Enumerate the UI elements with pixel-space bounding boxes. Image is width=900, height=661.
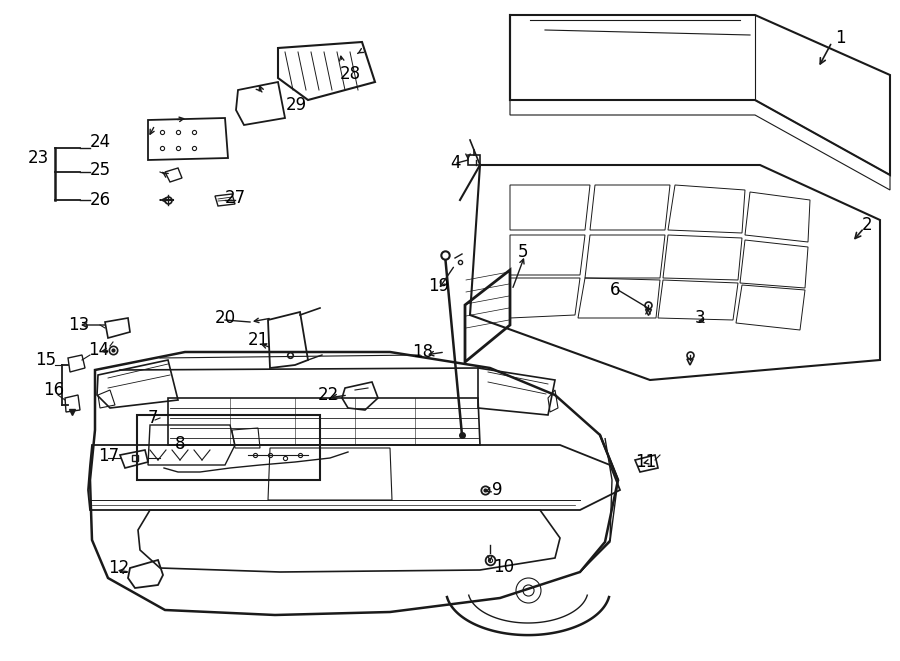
Text: 20: 20: [215, 309, 236, 327]
Text: 6: 6: [610, 281, 620, 299]
Text: 2: 2: [862, 216, 873, 234]
Text: 4: 4: [450, 154, 461, 172]
Text: 9: 9: [492, 481, 502, 499]
Text: 17: 17: [98, 447, 119, 465]
Text: 11: 11: [635, 453, 656, 471]
Text: 3: 3: [695, 309, 706, 327]
Text: 23: 23: [28, 149, 50, 167]
Text: 14: 14: [88, 341, 109, 359]
Text: 7: 7: [148, 409, 158, 427]
Text: 10: 10: [493, 558, 514, 576]
Text: 28: 28: [340, 65, 361, 83]
Text: 25: 25: [90, 161, 111, 179]
Text: 16: 16: [43, 381, 64, 399]
Text: 1: 1: [835, 29, 846, 47]
Text: 8: 8: [175, 435, 185, 453]
Text: 24: 24: [90, 133, 111, 151]
Text: 12: 12: [108, 559, 130, 577]
Text: 29: 29: [286, 96, 307, 114]
Text: 21: 21: [248, 331, 269, 349]
Text: 27: 27: [225, 189, 246, 207]
Text: 22: 22: [318, 386, 339, 404]
Text: 26: 26: [90, 191, 111, 209]
Text: 13: 13: [68, 316, 89, 334]
Text: 19: 19: [428, 277, 449, 295]
Text: 5: 5: [518, 243, 528, 261]
Text: 15: 15: [35, 351, 56, 369]
Text: 18: 18: [412, 343, 433, 361]
